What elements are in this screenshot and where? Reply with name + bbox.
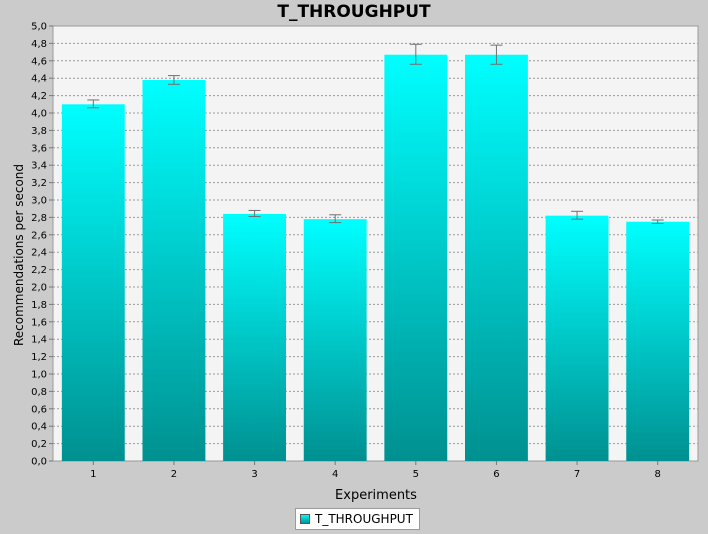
y-tick-label: 4,4 xyxy=(31,74,47,85)
y-tick-label: 4,6 xyxy=(31,56,47,67)
x-tick-label: 5 xyxy=(413,469,419,480)
bars xyxy=(61,54,690,462)
x-tick-label: 7 xyxy=(574,469,580,480)
x-tick-label: 1 xyxy=(90,469,96,480)
legend-swatch xyxy=(300,514,310,524)
x-tick-label: 6 xyxy=(493,469,499,480)
y-tick-label: 1,0 xyxy=(31,370,47,381)
bar-7 xyxy=(545,215,609,461)
y-tick-label: 3,6 xyxy=(31,143,47,154)
y-tick-label: 1,2 xyxy=(31,352,47,363)
y-tick-label: 0,6 xyxy=(31,404,47,415)
bar-2 xyxy=(142,79,206,461)
error-bar-6 xyxy=(490,44,503,65)
x-tick-label: 3 xyxy=(251,469,257,480)
chart-title: T_THROUGHPUT xyxy=(277,2,431,22)
x-axis-label: Experiments xyxy=(335,488,417,503)
error-bar-7 xyxy=(571,210,584,220)
bar-5 xyxy=(384,54,448,462)
y-tick-label: 3,0 xyxy=(31,196,47,207)
legend: T_THROUGHPUT xyxy=(295,508,420,530)
y-tick-label: 4,2 xyxy=(31,91,47,102)
y-tick-label: 2,0 xyxy=(31,283,47,294)
y-tick-label: 2,2 xyxy=(31,265,47,276)
y-tick-label: 1,8 xyxy=(31,300,47,311)
bar-1 xyxy=(61,104,125,462)
y-tick-label: 2,4 xyxy=(31,248,47,259)
error-bar-2 xyxy=(167,75,180,85)
x-axis-ticks: 1 2 3 4 5 6 7 8 xyxy=(90,461,661,480)
legend-label: T_THROUGHPUT xyxy=(315,512,413,526)
bar-4 xyxy=(303,219,367,461)
y-tick-label: 4,8 xyxy=(31,39,47,50)
error-bar-1 xyxy=(87,99,100,109)
y-tick-label: 0,8 xyxy=(31,387,47,398)
error-bars xyxy=(87,43,664,224)
bar-6 xyxy=(464,54,528,462)
y-axis-label: Recommendations per second xyxy=(12,164,26,346)
bar-3 xyxy=(223,213,287,461)
y-tick-label: 0,4 xyxy=(31,422,47,433)
error-bar-5 xyxy=(409,43,422,65)
bar-8 xyxy=(626,221,690,461)
y-tick-label: 2,8 xyxy=(31,213,47,224)
y-tick-label: 4,0 xyxy=(31,109,47,120)
x-tick-label: 2 xyxy=(171,469,177,480)
error-bar-8 xyxy=(651,219,664,224)
y-tick-label: 0,0 xyxy=(31,457,47,468)
y-tick-label: 3,8 xyxy=(31,126,47,137)
y-tick-label: 5,0 xyxy=(31,22,47,33)
y-tick-label: 2,6 xyxy=(31,230,47,241)
y-tick-label: 3,4 xyxy=(31,161,47,172)
y-tick-label: 1,6 xyxy=(31,317,47,328)
error-bar-4 xyxy=(329,214,342,224)
y-tick-label: 3,2 xyxy=(31,178,47,189)
x-tick-label: 8 xyxy=(655,469,661,480)
y-tick-label: 0,2 xyxy=(31,439,47,450)
x-tick-label: 4 xyxy=(332,469,338,480)
y-axis-ticks: 0,0 0,2 0,4 0,6 0,8 1,0 1,2 1,4 1,6 1,8 2,0 2,2 2,4 2… xyxy=(31,22,53,468)
y-tick-label: 1,4 xyxy=(31,335,47,346)
error-bar-3 xyxy=(248,209,261,218)
